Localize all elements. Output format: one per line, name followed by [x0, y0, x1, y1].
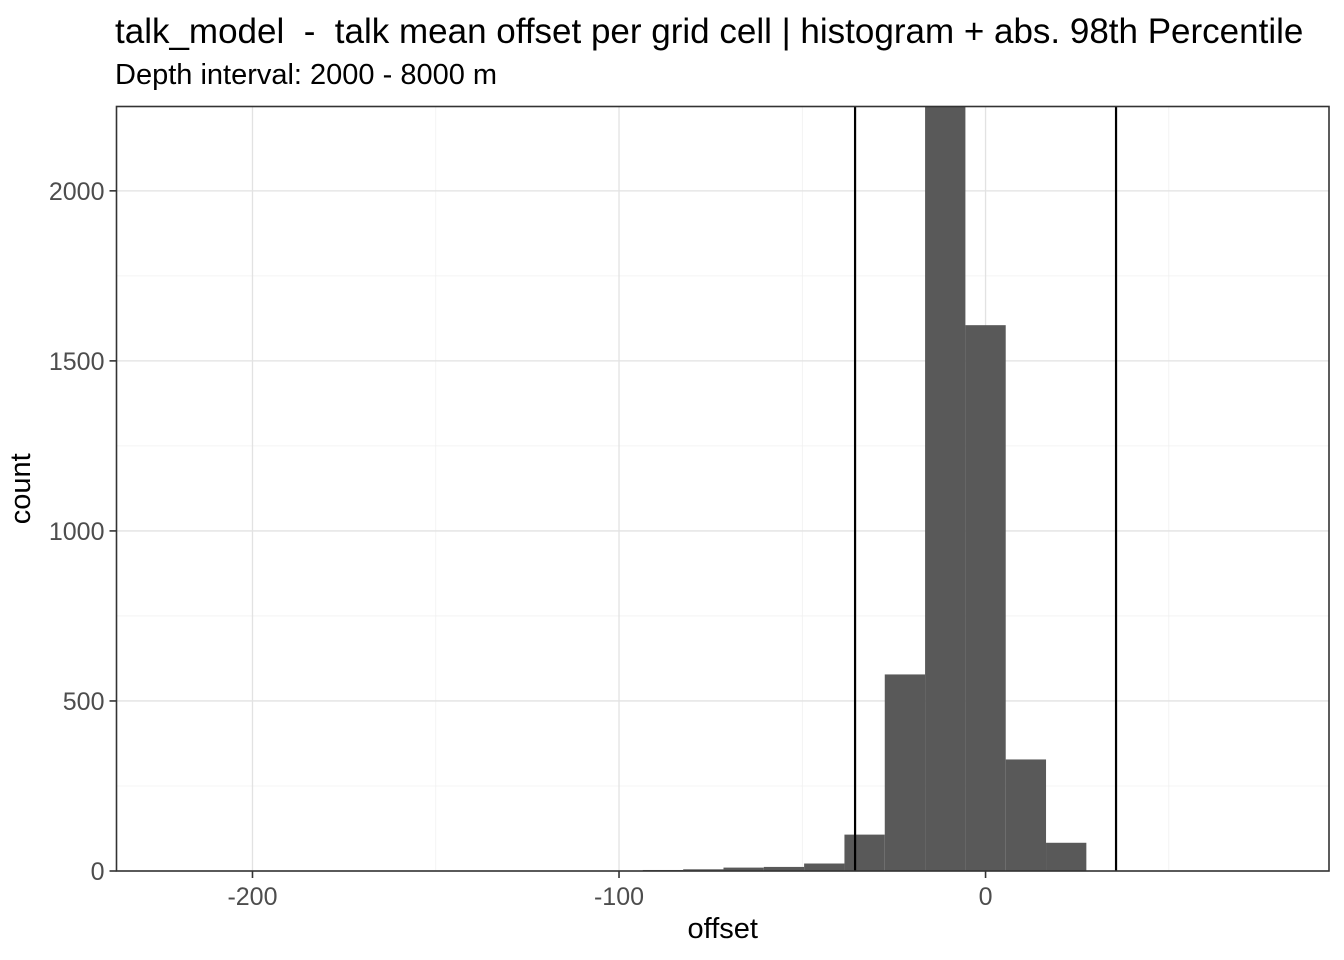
histogram-bar [1046, 842, 1087, 871]
histogram-bars [642, 106, 1087, 871]
histogram-bar [723, 867, 764, 871]
axis-ticks [109, 190, 987, 878]
panel-border-rect [115, 105, 1330, 872]
y-tick-label: 0 [91, 858, 105, 886]
chart-title: talk_model - talk mean offset per grid c… [115, 12, 1304, 51]
panel-border [115, 105, 1330, 872]
y-tick-label: 1500 [49, 348, 105, 376]
histogram-bar [925, 106, 966, 871]
gridlines-major [116, 106, 1329, 872]
chart-subtitle: Depth interval: 2000 - 8000 m [115, 59, 498, 91]
gridlines-minor [116, 106, 1329, 871]
x-tick-label: -200 [227, 883, 277, 911]
y-axis-label: count [5, 453, 37, 524]
histogram-bar [763, 866, 805, 871]
x-axis-label: offset [688, 913, 758, 945]
y-tick-label: 1000 [49, 518, 105, 546]
histogram-bar [884, 674, 926, 871]
axis-tick-labels: -200 -100 0 0 500 1000 1500 2000 [49, 178, 993, 911]
percentile-vlines [853, 106, 1118, 871]
histogram-bar [1005, 759, 1047, 871]
y-tick-label: 500 [63, 688, 105, 716]
histogram-bar [804, 863, 845, 871]
x-tick-label: -100 [594, 883, 644, 911]
x-tick-label: 0 [979, 883, 993, 911]
histogram-bar [844, 834, 885, 871]
histogram-bar [683, 869, 724, 871]
histogram-bar [965, 325, 1006, 871]
y-tick-label: 2000 [49, 178, 105, 206]
